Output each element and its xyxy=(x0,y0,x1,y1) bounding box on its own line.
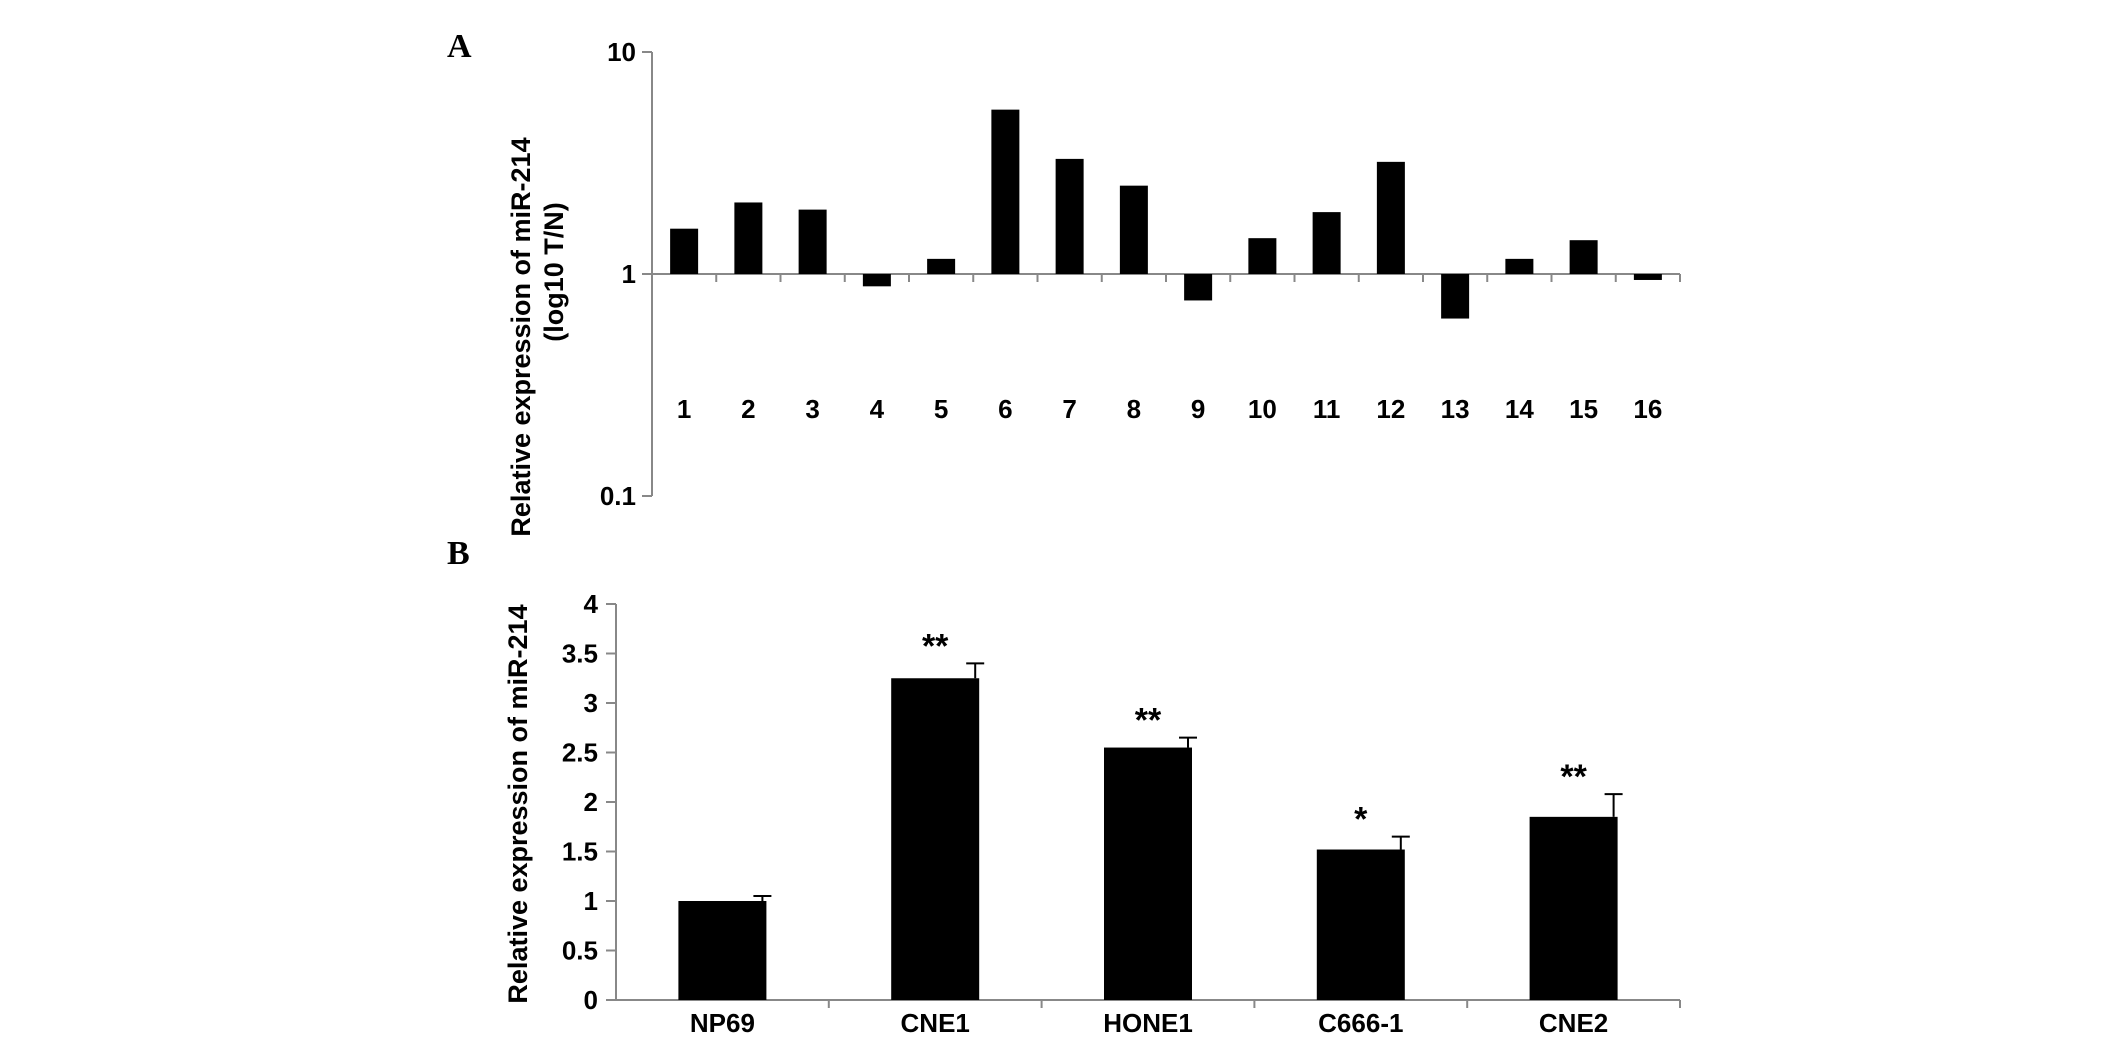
panel-a-bar xyxy=(734,202,763,274)
panel-b-y-tick-label: 2 xyxy=(584,787,598,817)
panel-b-y-tick-label: 0.5 xyxy=(562,936,598,966)
panel-b: B Relative expression of miR-214 0 0.5 1 1.… xyxy=(447,535,1681,1038)
panel-a-category-label: 10 xyxy=(1248,394,1277,424)
panel-b-bar xyxy=(1104,747,1192,1000)
panel-a-bar xyxy=(1633,274,1662,280)
panel-a-category-label: 4 xyxy=(870,394,885,424)
panel-a-category-label: 11 xyxy=(1313,394,1341,424)
panel-a-bar xyxy=(927,258,956,274)
panel-a-category-label: 8 xyxy=(1127,394,1141,424)
panel-b-bar xyxy=(1316,849,1405,1000)
panel-b-category-label: NP69 xyxy=(690,1008,755,1038)
panel-b-y-axis-title: Relative expression of miR-214 xyxy=(503,604,533,1003)
panel-b-y-tick-label: 1.5 xyxy=(562,837,598,867)
panel-a-bar xyxy=(1569,240,1598,274)
panel-b-letter: B xyxy=(447,535,470,572)
panel-a-bar xyxy=(1441,274,1470,319)
panel-a-category-label: 12 xyxy=(1376,394,1405,424)
panel-b-y-tick-label: 3.5 xyxy=(562,639,598,669)
panel-b-y-tick-label: 2.5 xyxy=(562,738,598,768)
panel-b-bar xyxy=(891,678,980,1000)
panel-a-bar xyxy=(1505,258,1534,274)
panel-a-y-axis-title-line2: (log10 T/N) xyxy=(539,202,569,342)
panel-a-category-label: 2 xyxy=(741,394,755,424)
panel-a-category-label: 7 xyxy=(1062,394,1076,424)
panel-a-category-label: 9 xyxy=(1191,394,1205,424)
panel-b-category-label: CNE2 xyxy=(1539,1008,1608,1038)
panel-a-category-label: 16 xyxy=(1633,394,1662,424)
panel-b-bar xyxy=(678,901,767,1000)
panel-a-bar xyxy=(1312,212,1341,274)
panel-a-bar xyxy=(862,274,891,287)
panel-b-category-label: HONE1 xyxy=(1103,1008,1193,1038)
panel-b-y-tick-label: 0 xyxy=(584,985,598,1015)
panel-a-category-label: 13 xyxy=(1441,394,1470,424)
panel-b-category-label: CNE1 xyxy=(901,1008,970,1038)
panel-b-bar xyxy=(1529,816,1618,1000)
panel-a: A Relative expression of miR-214 (log10 … xyxy=(447,28,1681,537)
panel-a-letter: A xyxy=(447,28,472,65)
panel-a-bar xyxy=(670,228,699,274)
panel-a-category-label: 15 xyxy=(1569,394,1598,424)
panel-a-y-tick-label: 10 xyxy=(607,37,636,67)
panel-a-category-label: 1 xyxy=(677,394,691,424)
panel-a-bar xyxy=(1184,274,1213,301)
panel-a-y-tick-label: 1 xyxy=(622,259,636,289)
panel-b-significance-label: ** xyxy=(922,627,949,665)
panel-b-y-tick-label: 1 xyxy=(584,886,598,916)
panel-a-bar xyxy=(1119,185,1148,274)
panel-b-y-tick-label: 4 xyxy=(584,589,599,619)
panel-a-y-axis-title-line1: Relative expression of miR-214 xyxy=(506,137,536,536)
panel-a-category-label: 5 xyxy=(934,394,948,424)
panel-a-bar xyxy=(1248,238,1277,274)
panel-a-y-tick-label: 0.1 xyxy=(600,481,636,511)
panel-b-y-tick-label: 3 xyxy=(584,688,598,718)
panel-a-category-label: 6 xyxy=(998,394,1012,424)
panel-b-significance-label: * xyxy=(1354,801,1368,839)
panel-b-category-label: C666-1 xyxy=(1318,1008,1403,1038)
panel-a-bar xyxy=(1376,161,1405,274)
panel-a-category-label: 14 xyxy=(1505,394,1534,424)
panel-a-bar xyxy=(1055,158,1084,274)
panel-b-significance-label: ** xyxy=(1135,702,1162,740)
panel-a-category-label: 3 xyxy=(805,394,819,424)
panel-b-significance-label: ** xyxy=(1560,758,1587,796)
panel-a-bar xyxy=(991,109,1020,274)
panel-a-bar xyxy=(798,209,827,274)
